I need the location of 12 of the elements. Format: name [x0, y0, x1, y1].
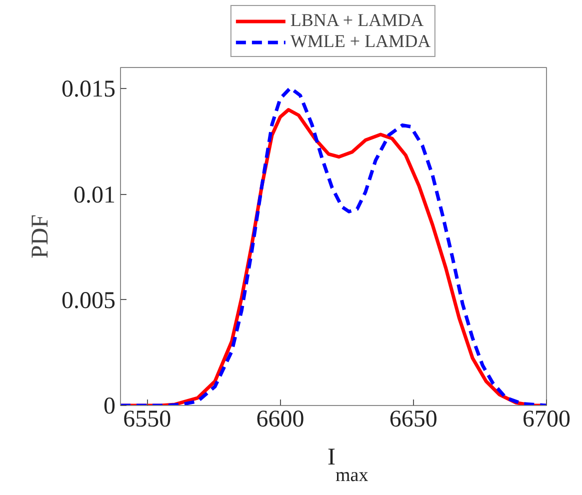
y-axis-title: PDF — [28, 214, 54, 259]
y-tick-label: 0.01 — [74, 182, 116, 208]
y-tick-label: 0.015 — [62, 76, 116, 103]
x-tick-label: 6700 — [522, 406, 570, 432]
legend-label: LBNA + LAMDA — [290, 10, 424, 31]
x-tick-label: 6600 — [256, 406, 304, 432]
y-tick-label: 0 — [104, 394, 116, 420]
x-tick-label: 6650 — [389, 406, 438, 432]
legend-label: WMLE + LAMDA — [290, 31, 431, 52]
y-tick-label: 0.005 — [62, 288, 116, 314]
x-axis-title: Imax — [328, 444, 369, 486]
x-tick-label: 6550 — [123, 406, 172, 432]
